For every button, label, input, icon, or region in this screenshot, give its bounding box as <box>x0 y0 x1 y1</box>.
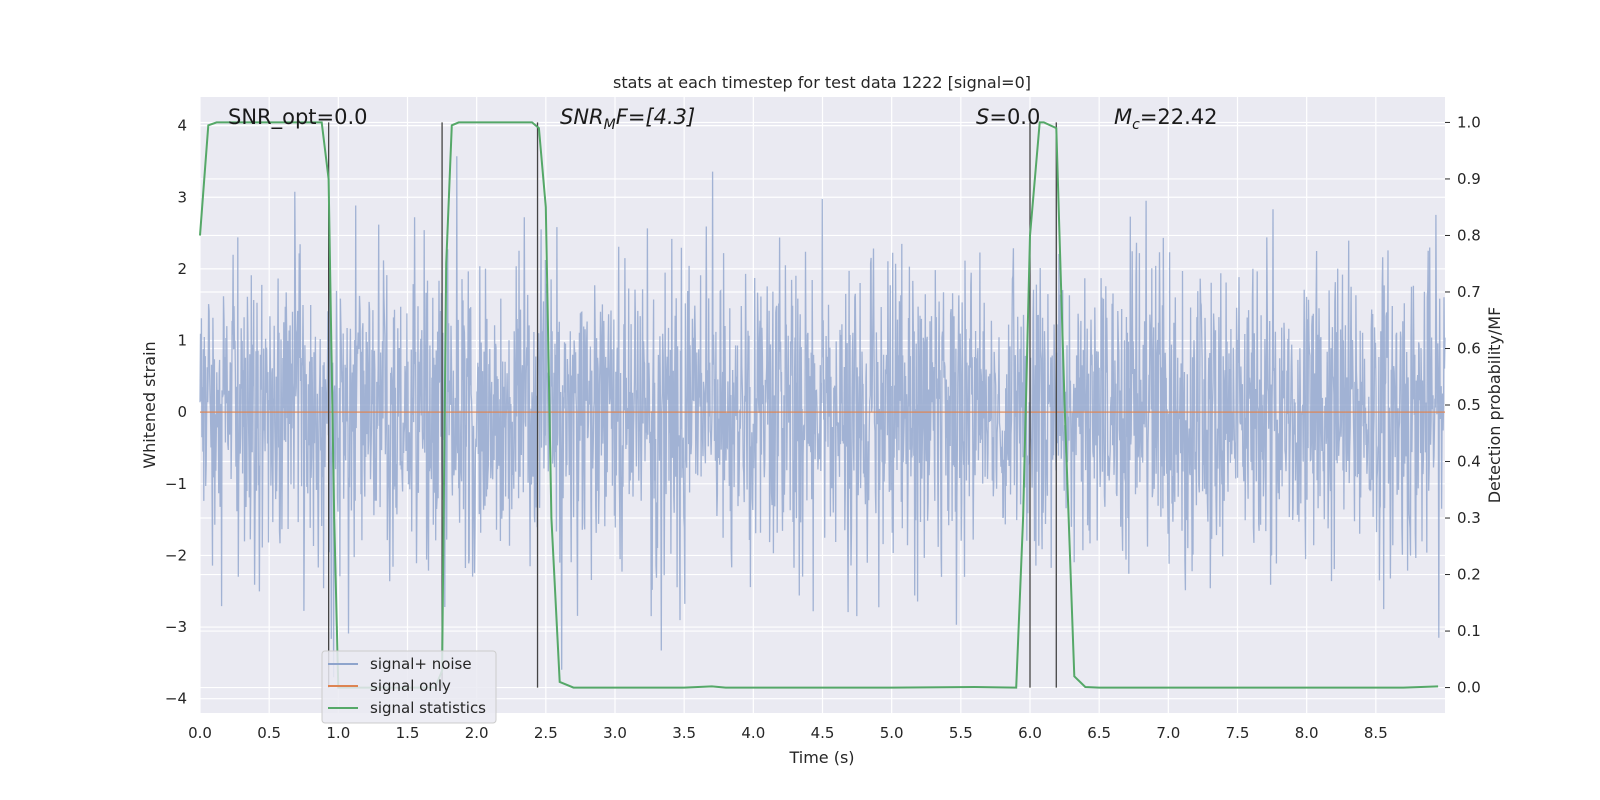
y-tick-label: −3 <box>165 618 187 636</box>
y-right-tick-label: 0.8 <box>1457 226 1481 244</box>
y-tick-label: 3 <box>177 188 187 206</box>
tick-labels: 0.0 0.5 1.0 1.5 2.0 2.5 3.0 3.5 4.0 4.5 5.0 5.5 6.0 6… <box>165 113 1481 742</box>
x-tick-label: 4.0 <box>741 724 765 742</box>
y-tick-label: 1 <box>177 332 187 350</box>
x-tick-label: 3.5 <box>672 724 696 742</box>
x-tick-label: 6.5 <box>1087 724 1111 742</box>
y-tick-label: −1 <box>165 475 187 493</box>
x-tick-label: 5.5 <box>949 724 973 742</box>
annotation-s: S=0.0 <box>976 105 1040 129</box>
legend: signal+ noise signal only signal statist… <box>321 650 497 724</box>
s-main: S <box>976 105 989 129</box>
y-right-tick-label: 0.3 <box>1457 509 1481 527</box>
y-right-tick-label: 1.0 <box>1457 113 1481 131</box>
y-right-tick-label: 0.5 <box>1457 396 1481 414</box>
snr-mf-rest: F=[4.3] <box>616 105 695 129</box>
y-axis-label: Whitened strain <box>140 341 159 468</box>
legend-label-signal-statistics: signal statistics <box>370 699 486 717</box>
y-right-tick-label: 0.4 <box>1457 453 1481 471</box>
y-right-tick-label: 0.2 <box>1457 566 1481 584</box>
x-tick-label: 8.0 <box>1295 724 1319 742</box>
x-tick-label: 1.5 <box>396 724 420 742</box>
y-tick-label: −2 <box>165 546 187 564</box>
y-right-tick-label: 0.7 <box>1457 283 1481 301</box>
legend-label-signal-only: signal only <box>370 677 451 695</box>
y-tick-label: 4 <box>177 117 187 135</box>
x-tick-label: 6.0 <box>1018 724 1042 742</box>
y-right-tick-label: 0.6 <box>1457 339 1481 357</box>
x-tick-label: 0.0 <box>188 724 212 742</box>
x-tick-label: 0.5 <box>257 724 281 742</box>
x-tick-label: 5.0 <box>880 724 904 742</box>
s-rest: =0.0 <box>989 105 1040 129</box>
annotation-mc: Mc=22.42 <box>1114 105 1218 133</box>
x-tick-label: 7.5 <box>1226 724 1250 742</box>
y-right-tick-label: 0.9 <box>1457 170 1481 188</box>
chart-title: stats at each timestep for test data 122… <box>613 73 1031 92</box>
y-tick-label: 2 <box>177 260 187 278</box>
series-signal-noise <box>199 156 1446 678</box>
y-right-tick-label: 0.0 <box>1457 679 1481 697</box>
x-tick-label: 3.0 <box>603 724 627 742</box>
x-tick-label: 2.0 <box>465 724 489 742</box>
legend-label-signal-noise: signal+ noise <box>370 655 472 673</box>
x-tick-label: 7.0 <box>1156 724 1180 742</box>
annotation-snr-opt: SNR_opt=0.0 <box>228 105 368 130</box>
mc-main: M <box>1114 105 1132 129</box>
legend-box <box>321 650 497 724</box>
x-tick-label: 4.5 <box>811 724 835 742</box>
y-tick-label: −4 <box>165 690 187 708</box>
annotation-snr-mf: SNRMF=[4.3] <box>560 105 695 133</box>
x-axis-label: Time (s) <box>788 748 854 767</box>
x-tick-label: 8.5 <box>1364 724 1388 742</box>
mc-sub: c <box>1132 117 1140 133</box>
y-right-tick-label: 0.1 <box>1457 622 1481 640</box>
y-right-axis-label: Detection probability/MF <box>1485 307 1504 504</box>
snr-mf-sub: M <box>604 117 616 133</box>
x-tick-label: 1.0 <box>326 724 350 742</box>
mc-rest: =22.42 <box>1140 105 1218 129</box>
snr-mf-main: SNR <box>560 105 604 129</box>
signal-noise-line <box>199 156 1446 678</box>
y-tick-label: 0 <box>177 403 187 421</box>
x-tick-label: 2.5 <box>534 724 558 742</box>
